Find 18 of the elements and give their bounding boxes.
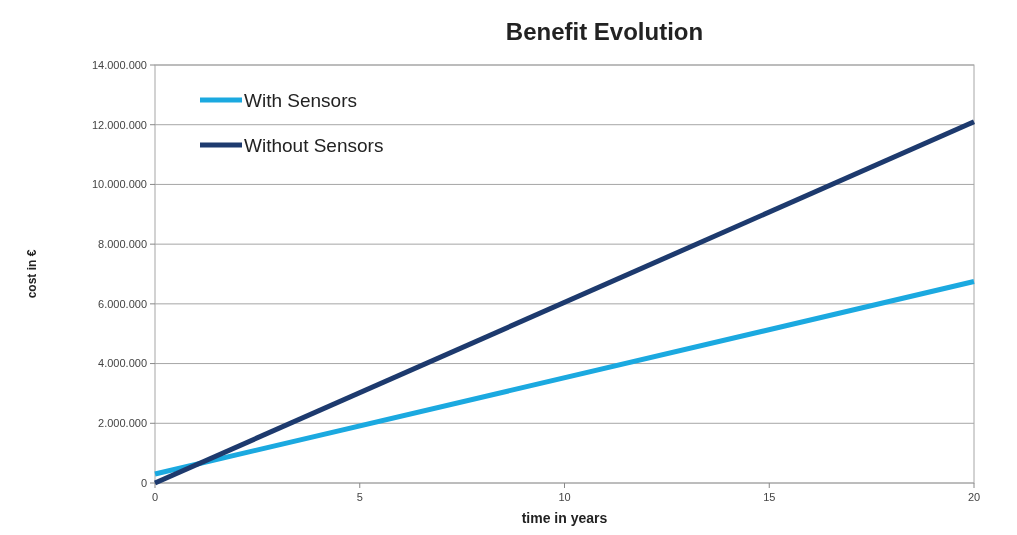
y-axis-title: cost in €	[25, 249, 39, 299]
y-tick-label: 14.000.000	[91, 58, 147, 71]
y-tick-label: 6.000.000	[98, 297, 147, 310]
x-tick-label: 5	[356, 491, 363, 503]
x-tick-label: 0	[151, 491, 159, 503]
legend-label: With Sensors	[244, 89, 357, 111]
x-axis-title: time in years	[521, 510, 608, 526]
y-tick-label: 2.000.000	[98, 417, 147, 430]
y-tick-label: 0	[140, 476, 147, 489]
x-tick-label: 15	[763, 491, 776, 503]
y-tick-label: 12.000.000	[91, 118, 147, 131]
y-tick-label: 4.000.000	[98, 357, 147, 370]
chart-title: Benefit Evolution	[505, 18, 704, 45]
y-tick-label: 8.000.000	[98, 237, 147, 250]
y-tick-label: 10.000.000	[91, 178, 147, 191]
x-tick-label: 20	[967, 491, 981, 503]
x-tick-label: 10	[558, 491, 571, 503]
legend-label: Without Sensors	[244, 134, 384, 156]
